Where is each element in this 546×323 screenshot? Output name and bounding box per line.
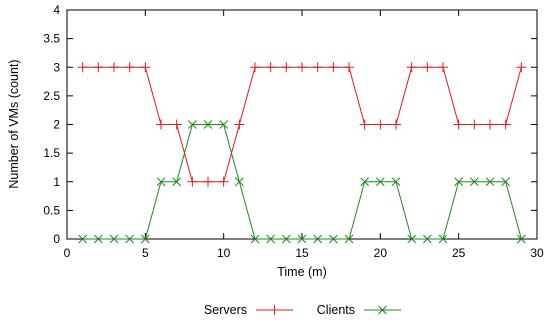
y-tick-label: 3.5 — [43, 32, 60, 46]
data-point-servers — [516, 62, 527, 73]
x-tick-label: 25 — [452, 246, 466, 260]
x-tick-label: 10 — [217, 246, 231, 260]
data-point-clients — [375, 177, 385, 187]
x-axis-label: Time (m) — [277, 265, 327, 279]
data-point-clients — [281, 234, 291, 244]
x-tick-label: 30 — [530, 246, 544, 260]
data-point-servers — [469, 119, 480, 130]
data-point-clients — [250, 234, 260, 244]
data-point-clients — [93, 234, 103, 244]
data-point-servers — [77, 62, 88, 73]
x-tick-label: 0 — [64, 246, 71, 260]
data-point-servers — [406, 62, 417, 73]
data-point-clients — [234, 177, 244, 187]
data-point-servers — [156, 119, 166, 130]
data-point-servers — [375, 119, 386, 130]
data-point-servers — [422, 62, 433, 73]
data-point-servers — [234, 119, 245, 130]
data-point-clients — [125, 234, 135, 244]
data-point-clients — [391, 177, 401, 187]
data-point-servers — [109, 62, 119, 73]
data-point-servers — [218, 176, 229, 187]
data-point-servers — [312, 62, 323, 73]
data-point-servers — [93, 62, 104, 73]
data-point-clients — [140, 234, 150, 244]
data-point-clients — [454, 177, 464, 187]
data-point-clients — [156, 177, 166, 187]
data-point-servers — [265, 62, 276, 73]
y-tick-label: 1 — [53, 175, 60, 189]
data-point-clients — [297, 234, 307, 244]
data-point-clients — [187, 120, 197, 129]
data-point-clients — [203, 120, 213, 129]
legend-marker-clients — [378, 305, 387, 315]
y-tick-label: 0 — [53, 232, 60, 246]
data-point-servers — [453, 119, 464, 130]
data-point-servers — [391, 119, 401, 130]
data-point-clients — [407, 234, 417, 244]
axis-ticks: 0 5 10 15 20 25 30 0 0.5 1 1.5 2 2.5 3 3.5 4 — [43, 3, 544, 260]
data-point-clients — [266, 234, 276, 244]
data-point-clients — [344, 234, 354, 244]
data-point-clients — [313, 234, 323, 244]
x-tick-label: 20 — [374, 246, 388, 260]
data-point-servers — [438, 62, 448, 73]
data-point-clients — [485, 177, 495, 187]
y-tick-label: 2.5 — [43, 89, 60, 103]
y-tick-label: 4 — [53, 3, 60, 17]
legend-marker-servers — [269, 305, 280, 315]
data-point-servers — [187, 176, 198, 187]
y-tick-label: 1.5 — [43, 146, 60, 160]
legend: Servers Clients — [204, 303, 401, 317]
data-point-servers — [500, 119, 511, 130]
data-point-clients — [438, 234, 448, 244]
data-point-clients — [360, 177, 370, 187]
data-point-clients — [109, 234, 119, 244]
data-point-servers — [328, 62, 339, 73]
data-point-servers — [140, 62, 151, 73]
data-point-servers — [344, 62, 354, 73]
data-point-servers — [485, 119, 495, 130]
y-axis-label: Number of VMs (count) — [7, 59, 21, 188]
data-point-servers — [297, 62, 307, 73]
data-point-servers — [203, 176, 213, 187]
data-point-servers — [359, 119, 370, 130]
data-point-clients — [78, 234, 88, 244]
data-point-clients — [219, 120, 229, 129]
data-point-servers — [250, 62, 260, 73]
data-point-clients — [516, 234, 526, 244]
data-point-servers — [171, 119, 182, 130]
data-point-servers — [124, 62, 135, 73]
data-point-clients — [469, 177, 479, 187]
x-tick-label: 5 — [142, 246, 149, 260]
legend-label-clients: Clients — [317, 303, 355, 317]
data-point-clients — [422, 234, 432, 244]
x-tick-label: 15 — [295, 246, 309, 260]
data-point-servers — [281, 62, 292, 73]
series-layer — [77, 62, 527, 244]
y-tick-label: 3 — [53, 60, 60, 74]
data-point-clients — [501, 177, 511, 187]
data-point-clients — [328, 234, 338, 244]
series-line-clients — [82, 124, 522, 240]
y-tick-label: 0.5 — [43, 203, 60, 217]
data-point-clients — [172, 177, 182, 187]
y-tick-label: 2 — [53, 118, 60, 132]
legend-label-servers: Servers — [204, 303, 247, 317]
